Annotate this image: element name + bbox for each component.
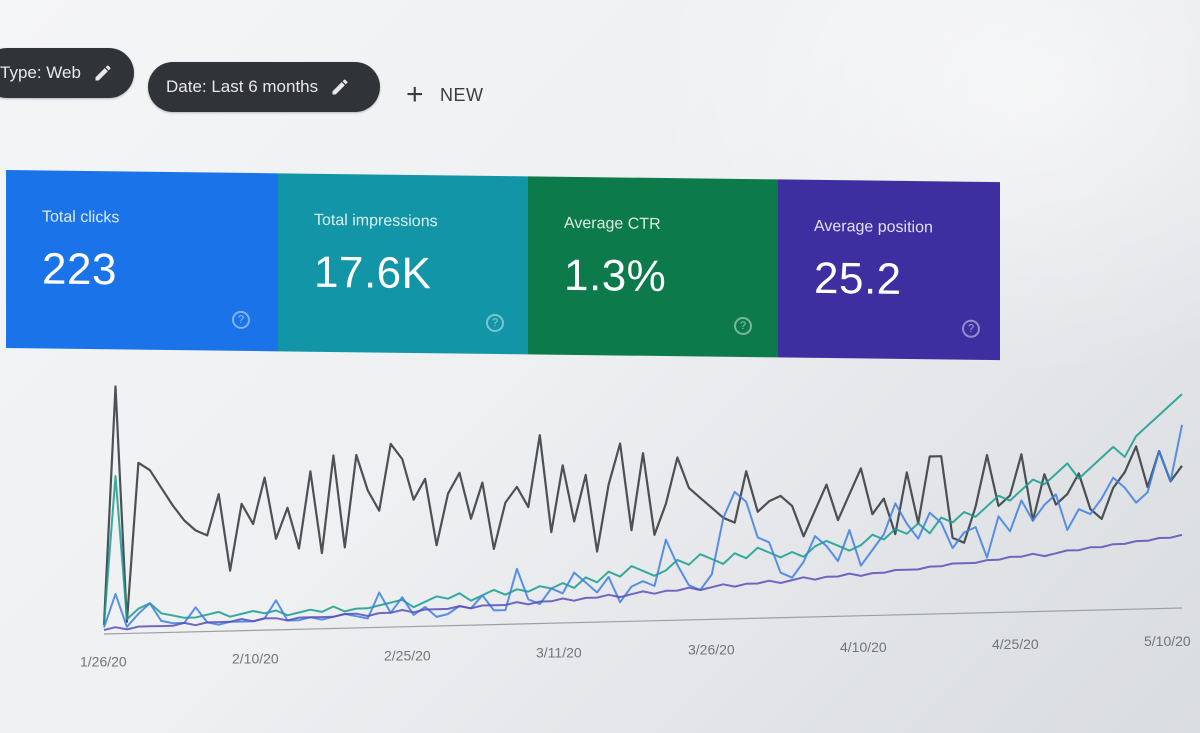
x-tick-label: 5/10/20 bbox=[1144, 633, 1191, 649]
x-tick-label: 1/26/20 bbox=[80, 653, 127, 669]
metric-card-average-position[interactable]: Average position 25.2 ? bbox=[778, 179, 1000, 361]
x-tick-label: 2/25/20 bbox=[384, 648, 431, 664]
x-tick-label: 4/25/20 bbox=[992, 636, 1039, 652]
series-line-0 bbox=[102, 385, 1183, 625]
metric-title: Total impressions bbox=[314, 211, 438, 231]
metric-card-total-clicks[interactable]: Total clicks 223 ? bbox=[6, 170, 278, 352]
series-line-1 bbox=[103, 393, 1183, 625]
metric-card-total-impressions[interactable]: Total impressions 17.6K ? bbox=[278, 173, 528, 355]
new-filter-button[interactable]: + NEW bbox=[406, 80, 484, 110]
new-filter-label: NEW bbox=[440, 84, 484, 105]
metric-title: Average position bbox=[814, 217, 933, 237]
filter-chip-date-range[interactable]: Date: Last 6 months bbox=[148, 62, 380, 112]
filter-chip-search-type[interactable]: Type: Web bbox=[0, 48, 134, 98]
x-tick-label: 4/10/20 bbox=[840, 639, 887, 655]
edit-pencil-icon[interactable] bbox=[330, 77, 350, 97]
x-axis-line bbox=[103, 607, 1183, 635]
help-icon[interactable]: ? bbox=[734, 316, 752, 336]
metric-cards: Total clicks 223 ? Total impressions 17.… bbox=[6, 170, 1000, 361]
help-icon[interactable]: ? bbox=[232, 310, 250, 329]
metric-value: 1.3% bbox=[564, 250, 667, 302]
edit-pencil-icon[interactable] bbox=[93, 63, 113, 83]
help-icon[interactable]: ? bbox=[962, 319, 980, 338]
metric-title: Average CTR bbox=[564, 214, 661, 233]
x-tick-label: 3/11/20 bbox=[536, 645, 582, 661]
filter-chip-label: Date: Last 6 months bbox=[166, 77, 319, 96]
metric-value: 17.6K bbox=[314, 247, 432, 299]
series-line-2 bbox=[103, 424, 1183, 628]
series-line-3 bbox=[103, 533, 1183, 631]
x-tick-label: 3/26/20 bbox=[688, 642, 735, 658]
metric-value: 25.2 bbox=[814, 253, 902, 304]
metric-card-average-ctr[interactable]: Average CTR 1.3% ? bbox=[528, 176, 778, 358]
x-tick-label: 2/10/20 bbox=[232, 651, 279, 667]
filter-chip-label: Type: Web bbox=[0, 63, 81, 82]
help-icon[interactable]: ? bbox=[486, 313, 504, 333]
plus-icon: + bbox=[406, 78, 425, 111]
metric-value: 223 bbox=[42, 244, 117, 295]
metric-title: Total clicks bbox=[42, 208, 120, 227]
performance-line-chart: 1/26/20 2/10/20 2/25/20 3/11/20 3/26/20 4/10/… bbox=[80, 385, 1191, 669]
